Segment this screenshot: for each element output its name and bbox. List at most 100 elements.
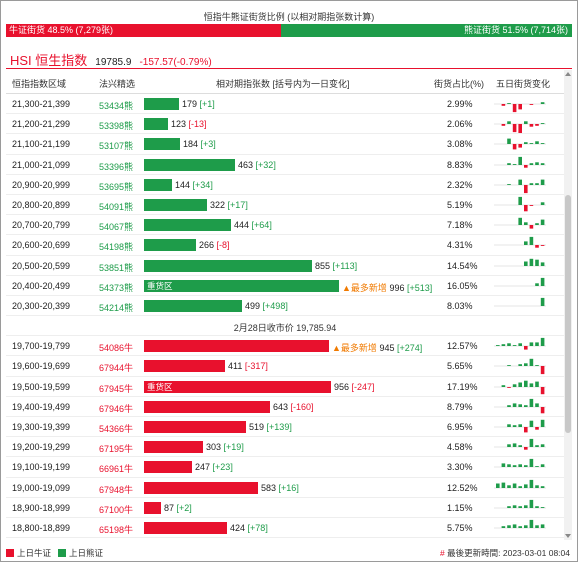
table-row[interactable]: 19,100-19,199 66961牛 247 [+23] 3.30% [6,457,564,478]
row-share-pct: 1.15% [447,502,473,513]
table-row[interactable]: 18,900-18,999 67100牛 87 [+2] 1.15% [6,498,564,518]
daily-change: [+2] [176,502,192,513]
sparkline-bar [512,403,517,407]
row-bar [144,219,231,232]
sparkline-bar [496,483,500,488]
row-warrant-code[interactable]: 54067熊 [99,222,134,233]
sparkline-bar [524,465,528,468]
table-row[interactable]: 19,700-19,799 54086牛 ▲最多新增 945 [+274] 12.57… [6,336,564,357]
row-warrant-code[interactable]: 53434熊 [99,101,134,111]
table-row[interactable]: 21,200-21,299 53398熊 123 [-13] 2.06% [6,114,564,135]
table-row[interactable]: 21,300-21,399 53434熊 179 [+1] 2.99% [6,94,564,115]
table-row[interactable]: 20,500-20,599 53851熊 855 [+113] 14.54% [6,256,564,276]
row-warrant-code[interactable]: 66961牛 [99,464,134,475]
five-day-sparkline [494,479,546,488]
row-warrant-code[interactable]: 53107熊 [99,141,134,152]
scroll-thumb[interactable] [565,195,571,433]
row-share-pct: 2.06% [447,119,473,130]
five-day-sparkline [494,398,546,414]
table-row[interactable]: 19,400-19,499 67946牛 643 [-160] 8.79% [6,397,564,417]
contracts-value: 303 [206,442,222,453]
index-name: HSI 恒生指数 [10,53,88,68]
row-range: 19,700-19,799 [12,341,71,352]
header-code: 法兴精选 [99,79,136,89]
row-share-pct: 2.32% [447,179,473,190]
row-warrant-code[interactable]: 65198牛 [99,524,134,535]
sparkline-bar [512,144,517,150]
table-row[interactable]: 19,200-19,299 67195牛 303 [+19] 4.58% [6,437,564,458]
contracts-value: 87 [164,502,175,513]
table-row[interactable]: 19,000-19,099 67948牛 583 [+16] 12.52% [6,478,564,498]
daily-change: [-160] [290,401,314,412]
sparkline-bar [524,380,528,387]
row-warrant-code[interactable]: 54086牛 [99,343,134,354]
sparkline-bar [518,104,522,110]
row-warrant-code[interactable]: 67195牛 [99,444,134,455]
daily-change: [+23] [212,462,233,473]
row-bar [144,421,246,433]
row-warrant-code[interactable]: 53398熊 [99,121,134,132]
sparkline-bar [535,259,539,266]
row-share-pct: 14.54% [447,260,478,271]
sparkline-bar [540,524,545,528]
five-day-sparkline [494,217,546,229]
row-warrant-code[interactable]: 53851熊 [99,262,134,273]
row-bar [144,340,329,353]
table-row[interactable]: 20,400-20,499 54373熊 重货区 ▲最多新增 996 [+513] 16… [6,276,564,296]
sparkline-bar [540,123,545,125]
table-row[interactable]: 21,100-21,199 53107熊 184 [+3] 3.08% [6,134,564,155]
index-value: 19785.9 [95,57,132,68]
table-row[interactable]: 21,000-21,099 53396熊 463 [+32] 8.83% [6,155,564,175]
row-warrant-code[interactable]: 54091熊 [99,201,134,212]
scroll-down-arrow-icon[interactable] [565,534,571,538]
table-row[interactable]: 19,600-19,699 67944牛 411 [-317] 5.65% [6,356,564,377]
table-row[interactable]: 20,700-20,799 54067熊 444 [+64] 7.18% [6,215,564,236]
row-warrant-code[interactable]: 67100牛 [99,504,134,515]
row-contracts: 87 [+2] [164,503,192,513]
row-contracts: ▲最多新增 945 [+274] [332,341,422,354]
row-warrant-code[interactable]: 54366牛 [99,424,134,434]
row-warrant-code[interactable]: 53396熊 [99,161,134,172]
five-day-sparkline [494,196,546,212]
row-warrant-code[interactable]: 67945牛 [99,383,134,394]
sparkline-bar [540,506,545,508]
sparkline-bar [507,525,511,528]
row-warrant-code[interactable]: 53695熊 [99,181,134,192]
sparkline-bar [529,204,534,206]
sparkline-bar [512,505,517,508]
five-day-sparkline [494,338,546,350]
row-contracts: 956 [-247] [334,382,375,392]
row-warrant-code[interactable]: 67944牛 [99,363,134,374]
row-range: 18,800-18,899 [12,522,71,533]
table-row[interactable]: 20,900-20,999 53695熊 144 [+34] 2.32% [6,175,564,195]
scroll-up-arrow-icon[interactable] [565,72,571,76]
contracts-value: 583 [261,482,277,493]
vertical-scrollbar[interactable] [564,70,572,540]
sparkline-bar [540,485,545,488]
row-warrant-code[interactable]: 67948牛 [99,484,134,495]
five-day-sparkline [494,258,546,266]
sparkline-bar [540,219,545,226]
row-warrant-code[interactable]: 54373熊 [99,282,134,293]
row-contracts: 411 [-317] [228,361,268,371]
table-row[interactable]: 20,800-20,899 54091熊 322 [+17] 5.19% [6,195,564,216]
table-row[interactable]: 19,300-19,399 54366牛 519 [+139] 6.95% [6,417,564,438]
header-contracts: 相对期指张数 [括号内为一日变化] [216,79,350,89]
row-warrant-code[interactable]: 54214熊 [99,302,134,313]
sparkline-bar [535,282,539,286]
daily-change: [-247] [351,381,375,392]
table-row[interactable]: 20,600-20,699 54198熊 266 [-8] 4.31% [6,235,564,256]
row-warrant-code[interactable]: 54198熊 [99,242,134,253]
table-row[interactable]: 18,800-18,899 65198牛 424 [+78] 5.75% [6,518,564,539]
table-row[interactable]: 20,300-20,399 54214熊 499 [+498] 8.03% [6,296,564,317]
row-contracts: ▲最多新增 996 [+513] [342,281,432,294]
contracts-value: 266 [199,240,215,251]
sparkline-bar [535,365,539,367]
sparkline-bar [507,405,511,407]
table-row[interactable]: 19,500-19,599 67945牛 重货区 956 [-247] 17.19% [6,377,564,397]
sparkline-bar [512,465,517,468]
sparkline-bar [524,483,528,488]
row-warrant-code[interactable]: 67946牛 [99,403,134,414]
five-day-sparkline [494,439,546,450]
sparkline-bar [529,162,534,165]
